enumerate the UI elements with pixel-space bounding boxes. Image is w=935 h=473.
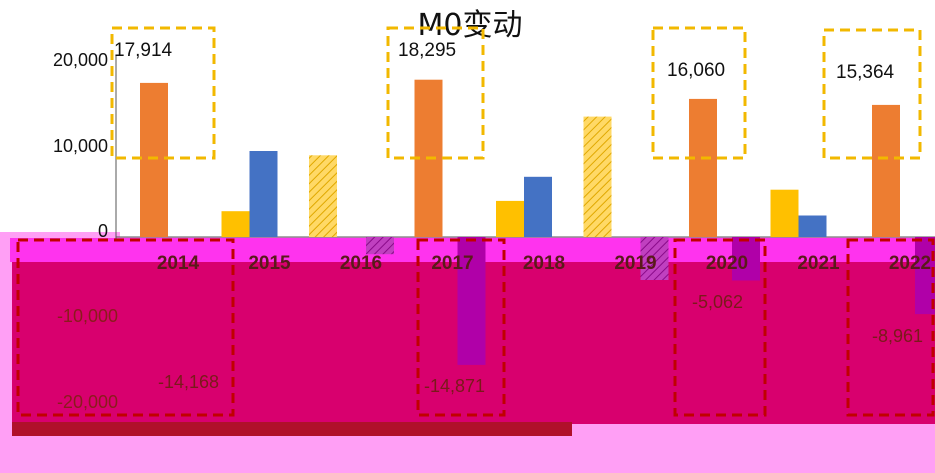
highlight-box-negative <box>846 238 935 417</box>
value-label-negative: -14,168 <box>158 372 219 392</box>
bar-2018-series-3 <box>524 176 552 237</box>
bar-2020-series-1 <box>689 98 717 238</box>
highlight-box <box>110 26 216 160</box>
bar-2021-series-2 <box>770 189 799 237</box>
value-label-negative: -14,871 <box>424 376 485 396</box>
bar-2019-series-5 <box>583 116 612 237</box>
category-label: 2020 <box>706 253 748 274</box>
bar-2015-series-2 <box>221 211 250 237</box>
negative-region-bottom-line <box>12 422 572 436</box>
value-label: 16,060 <box>667 60 725 81</box>
value-label-negative: -8,961 <box>872 326 923 346</box>
value-label-negative: -5,062 <box>692 292 743 312</box>
bar-2019-series-4 <box>640 237 669 280</box>
bar-2016-series-5 <box>309 155 337 237</box>
bar-2022-series-4 <box>915 237 935 315</box>
y-tick-label: -20,000 <box>57 392 118 412</box>
bar-2018-series-2 <box>496 200 524 237</box>
y-tick-label: 20,000 <box>53 50 108 70</box>
highlight-box-negative <box>416 238 506 417</box>
bar-2015-series-3 <box>249 151 278 237</box>
category-label: 2021 <box>797 253 840 274</box>
bar-2017-series-4 <box>457 237 486 365</box>
value-label: 18,295 <box>398 40 456 61</box>
bar-2014-series-1 <box>140 82 168 238</box>
category-label: 2019 <box>614 253 656 274</box>
y-tick-label: -10,000 <box>57 306 118 326</box>
highlight-box-negative <box>673 238 767 417</box>
highlight-box <box>822 28 922 160</box>
y-tick-label: 10,000 <box>53 136 108 156</box>
value-label: 15,364 <box>836 62 895 83</box>
category-labels: 2014 2015 2016 2017 2018 2019 2020 2021 2022 <box>157 253 931 274</box>
category-label: 2014 <box>157 253 200 274</box>
value-label: 17,914 <box>114 40 173 61</box>
category-label: 2017 <box>431 253 473 274</box>
bar-2016-series-4 <box>366 237 394 255</box>
bar-2020-series-4 <box>732 237 760 281</box>
chart-title: M0变动 <box>418 8 523 43</box>
category-label: 2022 <box>889 253 931 274</box>
category-label: 2015 <box>248 253 291 274</box>
bar-2022-series-1 <box>872 104 900 238</box>
category-label: 2018 <box>523 253 565 274</box>
highlight-box-negative <box>16 238 235 417</box>
highlight-box <box>386 26 485 160</box>
y-tick-label: 0 <box>98 221 108 241</box>
category-label: 2016 <box>340 253 382 274</box>
bar-2021-series-3 <box>798 215 827 237</box>
